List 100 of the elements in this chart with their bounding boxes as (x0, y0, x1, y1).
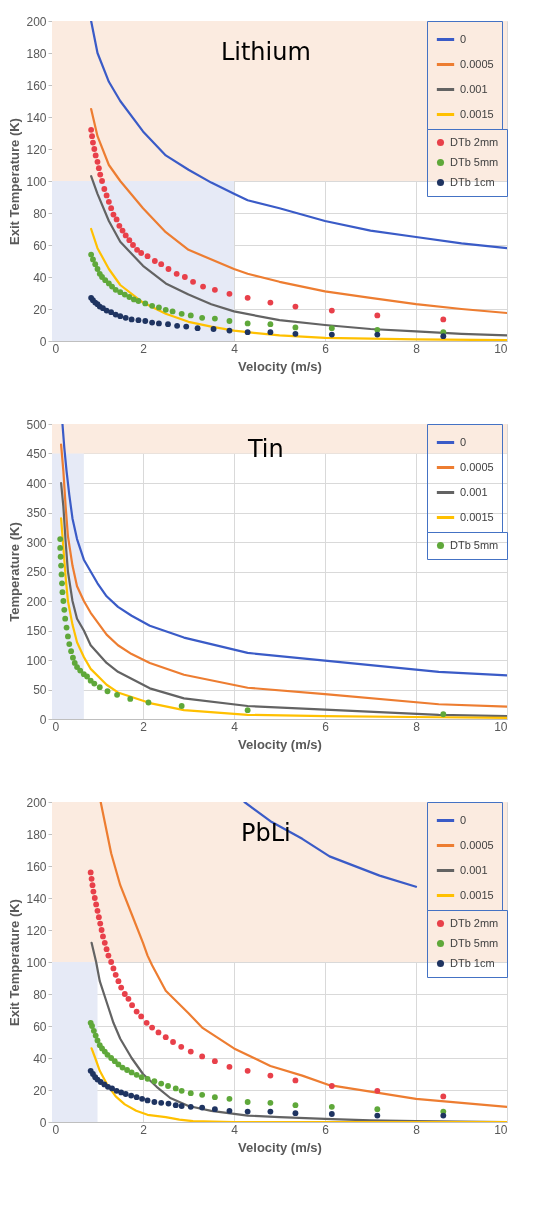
point (90, 888, 97, 895)
line-series (90, 1047, 507, 1122)
point (143, 1019, 150, 1026)
x-tick-label: 8 (413, 341, 421, 356)
point (98, 927, 105, 933)
point (90, 139, 96, 146)
point (58, 562, 65, 569)
point (158, 261, 165, 268)
y-tick-label: 20 (33, 302, 47, 317)
point (328, 1083, 335, 1089)
point (328, 307, 335, 314)
point (62, 615, 69, 622)
y-tick-label: 200 (26, 594, 47, 609)
point (89, 133, 95, 140)
point (63, 624, 70, 631)
point (267, 299, 274, 306)
point (328, 1103, 335, 1110)
point (155, 1029, 162, 1036)
point (328, 325, 335, 332)
point (103, 192, 110, 199)
point (151, 258, 158, 264)
point (292, 1077, 299, 1084)
point (174, 322, 181, 329)
point (135, 298, 142, 304)
line-series (90, 107, 507, 315)
point (440, 1112, 447, 1119)
x-tick-label: 2 (140, 341, 148, 356)
point (57, 544, 64, 551)
point (92, 261, 99, 268)
line-series (90, 175, 507, 337)
point (90, 1027, 97, 1034)
point (173, 270, 180, 277)
point (226, 1063, 233, 1070)
y-tick-label: 180 (26, 46, 47, 61)
y-tick-label: 60 (33, 1019, 47, 1034)
point (226, 318, 233, 324)
line-series (90, 21, 507, 250)
point (144, 253, 151, 260)
point (66, 641, 73, 647)
point (244, 1099, 251, 1105)
point (114, 691, 120, 698)
point (59, 589, 66, 596)
point (117, 313, 124, 320)
point (84, 673, 90, 680)
point (134, 246, 140, 253)
point (144, 1097, 151, 1104)
x-tick-label: 8 (413, 719, 421, 734)
point (91, 680, 98, 687)
point (91, 146, 98, 152)
x-tick-label: 0 (52, 719, 60, 734)
y-tick-label: 40 (33, 270, 47, 285)
legend-label: 0.0005 (460, 838, 494, 851)
point (172, 1102, 179, 1109)
point (244, 320, 251, 327)
point (116, 222, 123, 229)
point (133, 1094, 140, 1101)
y-tick-label: 140 (26, 891, 47, 906)
point (440, 333, 447, 340)
y-tick-label: 80 (33, 206, 47, 221)
point (244, 1108, 251, 1115)
point (118, 1089, 125, 1096)
point (440, 711, 447, 718)
point (292, 324, 299, 331)
point (108, 309, 115, 316)
point (187, 1048, 194, 1055)
point (199, 314, 206, 321)
point (95, 914, 102, 921)
point (87, 869, 94, 876)
y-tick-label: 50 (33, 683, 47, 697)
x-tick-label: 0 (52, 341, 60, 356)
point (183, 323, 190, 330)
point (178, 703, 185, 709)
y-tick-label: 80 (33, 987, 47, 1002)
y-tick-label: 250 (26, 565, 47, 579)
point (151, 1099, 158, 1105)
y-tick-label: 150 (26, 624, 47, 638)
point (101, 186, 108, 192)
point (126, 294, 133, 300)
legend-label: 0.001 (460, 863, 488, 876)
point (60, 598, 67, 604)
point (93, 901, 100, 908)
point (178, 310, 185, 317)
point (126, 237, 133, 244)
y-axis-title: Exit Temperature (K) (7, 899, 23, 1026)
point (199, 1053, 206, 1060)
point (111, 1058, 118, 1065)
line-series (243, 802, 418, 888)
point (158, 1080, 165, 1087)
point (187, 1090, 194, 1097)
point (128, 1069, 135, 1076)
point (156, 320, 162, 327)
point (89, 882, 96, 889)
point (187, 312, 194, 319)
x-tick-label: 10 (494, 1122, 508, 1137)
legend-label: DTb 2mm (450, 916, 499, 929)
y-tick-label: 200 (26, 14, 47, 29)
point (128, 1092, 135, 1099)
point (199, 1104, 206, 1111)
point (88, 126, 95, 133)
point (88, 251, 95, 258)
